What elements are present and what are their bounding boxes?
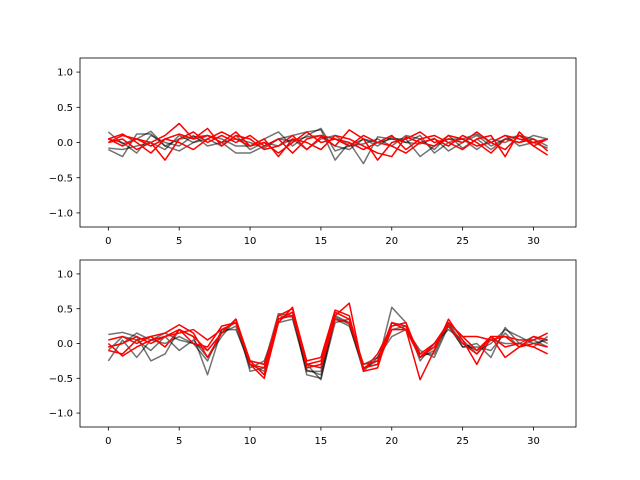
x-tick-label: 30 bbox=[527, 436, 540, 447]
x-tick-label: 15 bbox=[315, 236, 328, 247]
y-tick-label: −0.5 bbox=[49, 173, 73, 184]
series-line-1 bbox=[107, 127, 548, 152]
x-tick-label: 20 bbox=[385, 436, 398, 447]
x-tick-label: 10 bbox=[244, 436, 257, 447]
series-line-3 bbox=[107, 311, 548, 380]
x-tick-label: 0 bbox=[105, 236, 111, 247]
x-tick-label: 30 bbox=[527, 236, 540, 247]
x-tick-label: 20 bbox=[385, 236, 398, 247]
x-tick-label: 0 bbox=[105, 436, 111, 447]
y-tick-label: −0.5 bbox=[49, 374, 73, 385]
top-subplot: 0 5 10 15 20 25 30 −1.0 −0.5 0.0 0.5 1.0 bbox=[49, 57, 577, 247]
plot-area bbox=[107, 122, 549, 165]
x-tick-label: 10 bbox=[244, 236, 257, 247]
x-tick-label: 5 bbox=[176, 236, 182, 247]
series-line-5 bbox=[108, 302, 548, 380]
plot-area bbox=[107, 302, 549, 381]
series-line-7 bbox=[107, 307, 548, 371]
series-line-7 bbox=[108, 131, 549, 161]
x-tick-label: 25 bbox=[456, 236, 469, 247]
y-tick-label: 0.0 bbox=[57, 339, 73, 350]
y-tick-label: 0.5 bbox=[57, 304, 73, 315]
y-tick-label: 1.0 bbox=[57, 270, 73, 281]
series-line-8 bbox=[108, 314, 548, 369]
x-tick-label: 5 bbox=[176, 436, 182, 447]
y-tick-label: −1.0 bbox=[49, 209, 73, 220]
y-tick-label: 0.0 bbox=[57, 138, 73, 149]
y-tick-label: 1.0 bbox=[57, 68, 73, 79]
y-tick-label: 0.5 bbox=[57, 103, 73, 114]
x-tick-label: 15 bbox=[315, 436, 328, 447]
series-line-8 bbox=[108, 131, 549, 158]
bottom-subplot: 0 5 10 15 20 25 30 −1.0 −0.5 0.0 0.5 1.0 bbox=[49, 259, 577, 447]
y-tick-label: −1.0 bbox=[49, 409, 73, 420]
x-tick-label: 25 bbox=[456, 436, 469, 447]
